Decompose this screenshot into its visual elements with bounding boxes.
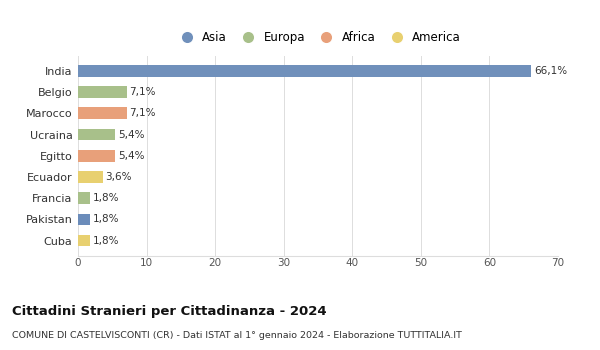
Bar bbox=[78, 171, 103, 183]
Legend: Asia, Europa, Africa, America: Asia, Europa, Africa, America bbox=[170, 26, 466, 48]
Text: COMUNE DI CASTELVISCONTI (CR) - Dati ISTAT al 1° gennaio 2024 - Elaborazione TUT: COMUNE DI CASTELVISCONTI (CR) - Dati IST… bbox=[12, 331, 462, 340]
Text: 1,8%: 1,8% bbox=[93, 193, 119, 203]
Text: 5,4%: 5,4% bbox=[118, 151, 144, 161]
Text: 3,6%: 3,6% bbox=[106, 172, 132, 182]
Bar bbox=[78, 214, 91, 225]
Text: 7,1%: 7,1% bbox=[130, 87, 156, 97]
Text: 1,8%: 1,8% bbox=[93, 236, 119, 246]
Text: 7,1%: 7,1% bbox=[130, 108, 156, 118]
Bar bbox=[78, 107, 127, 119]
Text: 1,8%: 1,8% bbox=[93, 215, 119, 224]
Bar bbox=[78, 129, 115, 140]
Bar bbox=[78, 65, 531, 77]
Bar bbox=[78, 86, 127, 98]
Text: Cittadini Stranieri per Cittadinanza - 2024: Cittadini Stranieri per Cittadinanza - 2… bbox=[12, 304, 326, 317]
Text: 5,4%: 5,4% bbox=[118, 130, 144, 140]
Bar bbox=[78, 150, 115, 162]
Bar bbox=[78, 235, 91, 246]
Text: 66,1%: 66,1% bbox=[534, 66, 567, 76]
Bar bbox=[78, 193, 91, 204]
